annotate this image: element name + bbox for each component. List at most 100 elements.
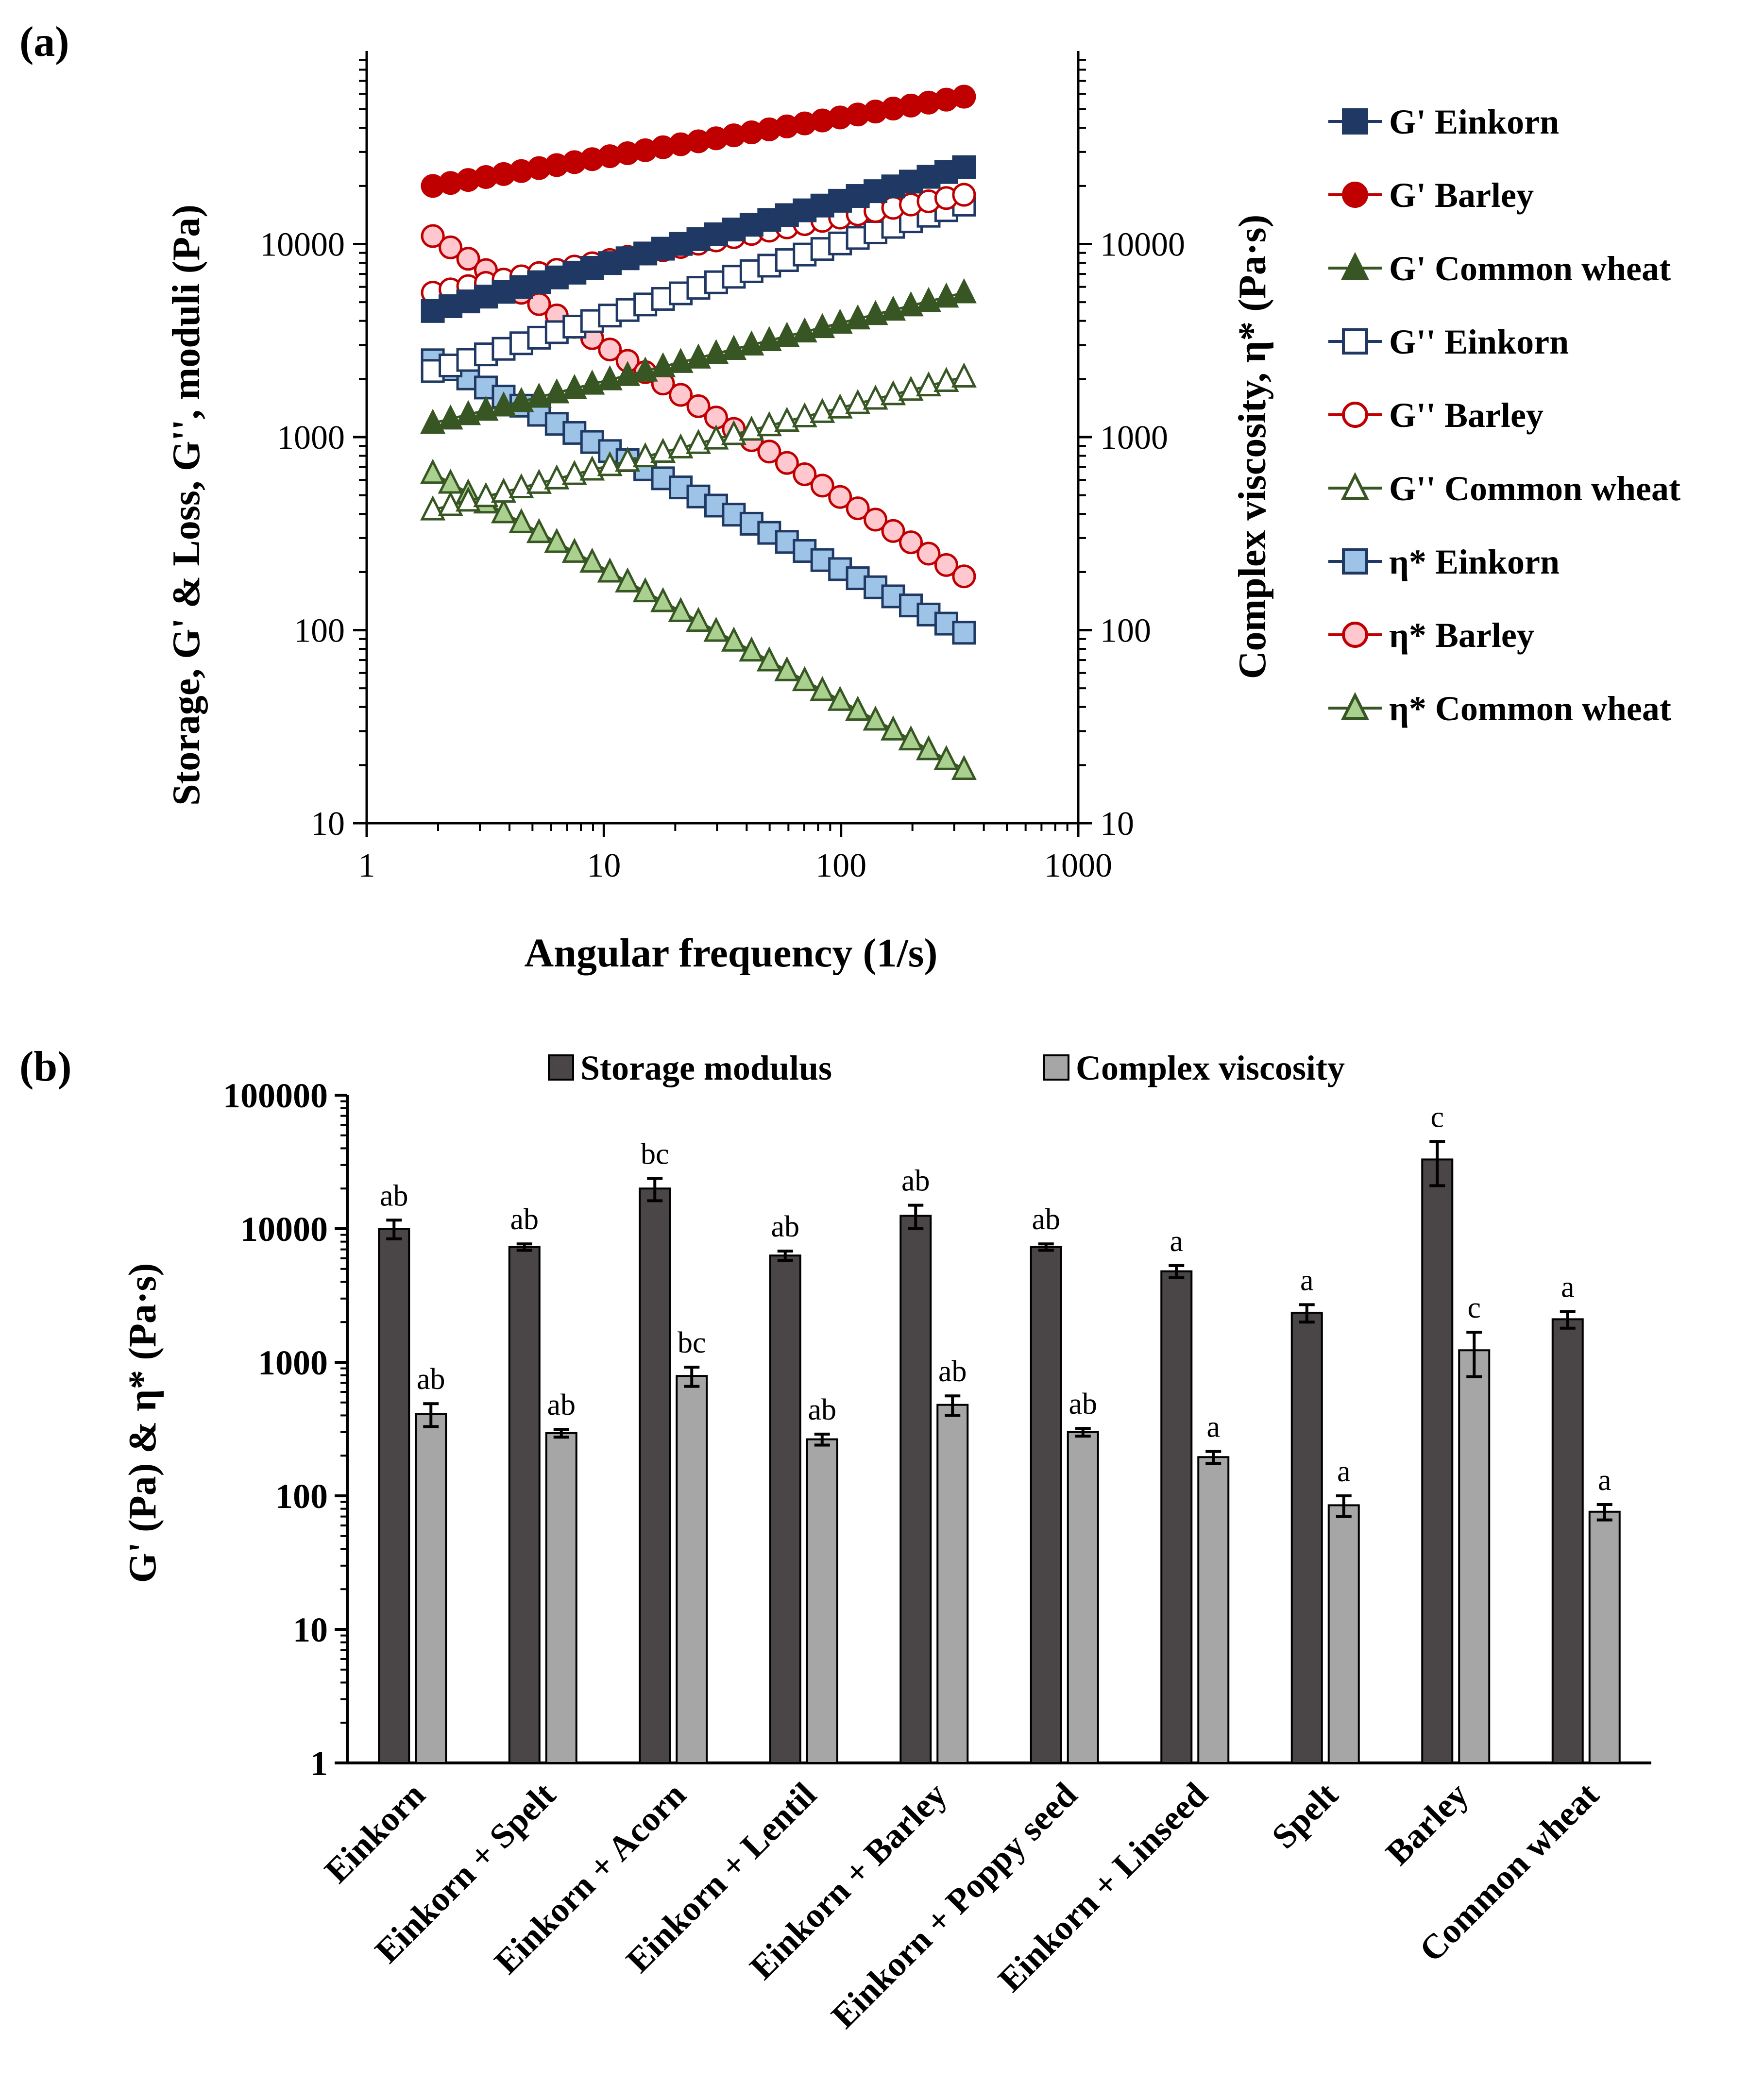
complex-viscosity-bar	[415, 1413, 447, 1764]
data-point	[561, 460, 587, 485]
data-point	[951, 362, 977, 388]
data-point	[544, 378, 570, 404]
x-category-label: Einkorn + Poppy seed	[824, 1775, 1085, 2036]
panel-a-y-axis-label: Storage, G' & Loss, G'', moduli (Pa)	[165, 204, 208, 806]
data-point	[933, 367, 959, 392]
data-point	[473, 395, 499, 421]
legend-item: η* Barley	[1328, 616, 1534, 655]
data-point	[845, 389, 871, 414]
series-g-barley	[421, 85, 976, 198]
data-point	[544, 464, 570, 490]
data-point	[455, 400, 481, 425]
data-point	[881, 519, 905, 543]
x-category-label: Einkorn	[317, 1775, 433, 1891]
secondary-y-tick-label: 100	[1100, 612, 1151, 650]
legend-marker	[1342, 182, 1368, 208]
significance-letter: a	[1561, 1270, 1575, 1304]
data-point	[774, 406, 800, 432]
data-point	[863, 705, 888, 731]
data-point	[793, 462, 817, 487]
significance-letter: ab	[901, 1165, 930, 1198]
data-point	[880, 380, 906, 406]
significance-letter: ab	[547, 1389, 576, 1422]
panel-a-legend: G' Einkorn G' Barley G' Common wheat G'' Ei…	[1328, 102, 1680, 728]
panel-a-plot-area: 1 10 100 1000 10 100 1000 10000 10 100 1000 10000	[260, 51, 1185, 884]
legend-label: G'' Barley	[1389, 396, 1543, 435]
storage-modulus-bar	[1030, 1246, 1062, 1764]
data-point	[685, 429, 712, 454]
data-point	[721, 420, 746, 445]
data-point	[916, 287, 942, 312]
significance-letter: ab	[380, 1179, 408, 1212]
data-point	[846, 566, 870, 591]
complex-viscosity-bar	[1588, 1510, 1621, 1764]
data-point	[668, 348, 694, 373]
y-tick-label: 100000	[223, 1076, 328, 1115]
data-point	[491, 391, 517, 417]
series-g-einkorn	[421, 155, 976, 323]
legend-swatch	[548, 1054, 574, 1081]
data-point	[756, 411, 782, 437]
panel-b-label: (b)	[19, 1043, 72, 1090]
significance-letter: ab	[938, 1355, 967, 1388]
complex-viscosity-bar	[1458, 1349, 1491, 1764]
data-point	[669, 383, 693, 407]
data-point	[420, 495, 446, 521]
significance-letter: ab	[417, 1363, 445, 1396]
series-g-einkorn	[421, 192, 976, 383]
data-point	[420, 408, 446, 434]
data-point	[952, 564, 976, 589]
legend-item: η* Common wheat	[1328, 689, 1671, 728]
complex-viscosity-bar	[1327, 1504, 1360, 1764]
data-point	[526, 382, 552, 408]
legend-label: G' Einkorn	[1389, 102, 1559, 141]
legend-marker	[1342, 328, 1368, 355]
significance-letter: a	[1170, 1225, 1183, 1258]
data-point	[650, 352, 676, 377]
panel-b-legend: Storage modulus Complex viscosity	[548, 1049, 1345, 1087]
legend-label: η* Einkorn	[1389, 542, 1560, 581]
data-point	[561, 373, 587, 399]
data-point	[792, 317, 817, 343]
significance-letter: ab	[1069, 1388, 1097, 1421]
significance-letter: ab	[808, 1393, 836, 1426]
complex-viscosity-bar	[1197, 1456, 1230, 1764]
data-point	[632, 577, 658, 603]
data-point	[650, 587, 676, 612]
significance-letter: a	[1337, 1455, 1351, 1488]
x-tick-label: 1000	[1044, 847, 1112, 884]
data-point	[810, 313, 835, 339]
legend-label: G'' Einkorn	[1389, 322, 1569, 361]
storage-modulus-bar	[769, 1254, 801, 1764]
legend-label: Storage modulus	[580, 1049, 832, 1087]
y-tick-label: 100	[275, 1477, 328, 1516]
legend-marker	[1341, 472, 1369, 500]
data-point	[933, 745, 959, 770]
data-point	[880, 295, 906, 321]
y-tick-label: 10000	[260, 226, 345, 264]
legend-marker	[1341, 692, 1369, 720]
complex-viscosity-bar	[806, 1438, 838, 1764]
data-point	[685, 343, 712, 369]
data-point	[792, 402, 817, 428]
data-point	[864, 508, 888, 532]
series-g-common-wheat	[420, 278, 977, 434]
legend-marker	[1342, 108, 1368, 135]
significance-letter: ab	[771, 1210, 799, 1243]
secondary-y-tick-label: 1000	[1100, 419, 1168, 457]
storage-modulus-bar	[639, 1187, 671, 1764]
data-point	[756, 326, 782, 352]
data-point	[597, 451, 623, 476]
data-point	[756, 646, 782, 672]
data-point	[775, 451, 799, 475]
data-point	[916, 371, 942, 397]
storage-modulus-bar	[1551, 1318, 1584, 1764]
secondary-y-tick-label: 10	[1100, 805, 1134, 843]
legend-item: η* Einkorn	[1328, 542, 1560, 581]
data-point	[597, 365, 623, 390]
y-tick-label: 1	[310, 1744, 328, 1783]
legend-label: G' Common wheat	[1389, 249, 1671, 288]
data-point	[951, 278, 977, 304]
significance-letter: c	[1467, 1291, 1481, 1324]
